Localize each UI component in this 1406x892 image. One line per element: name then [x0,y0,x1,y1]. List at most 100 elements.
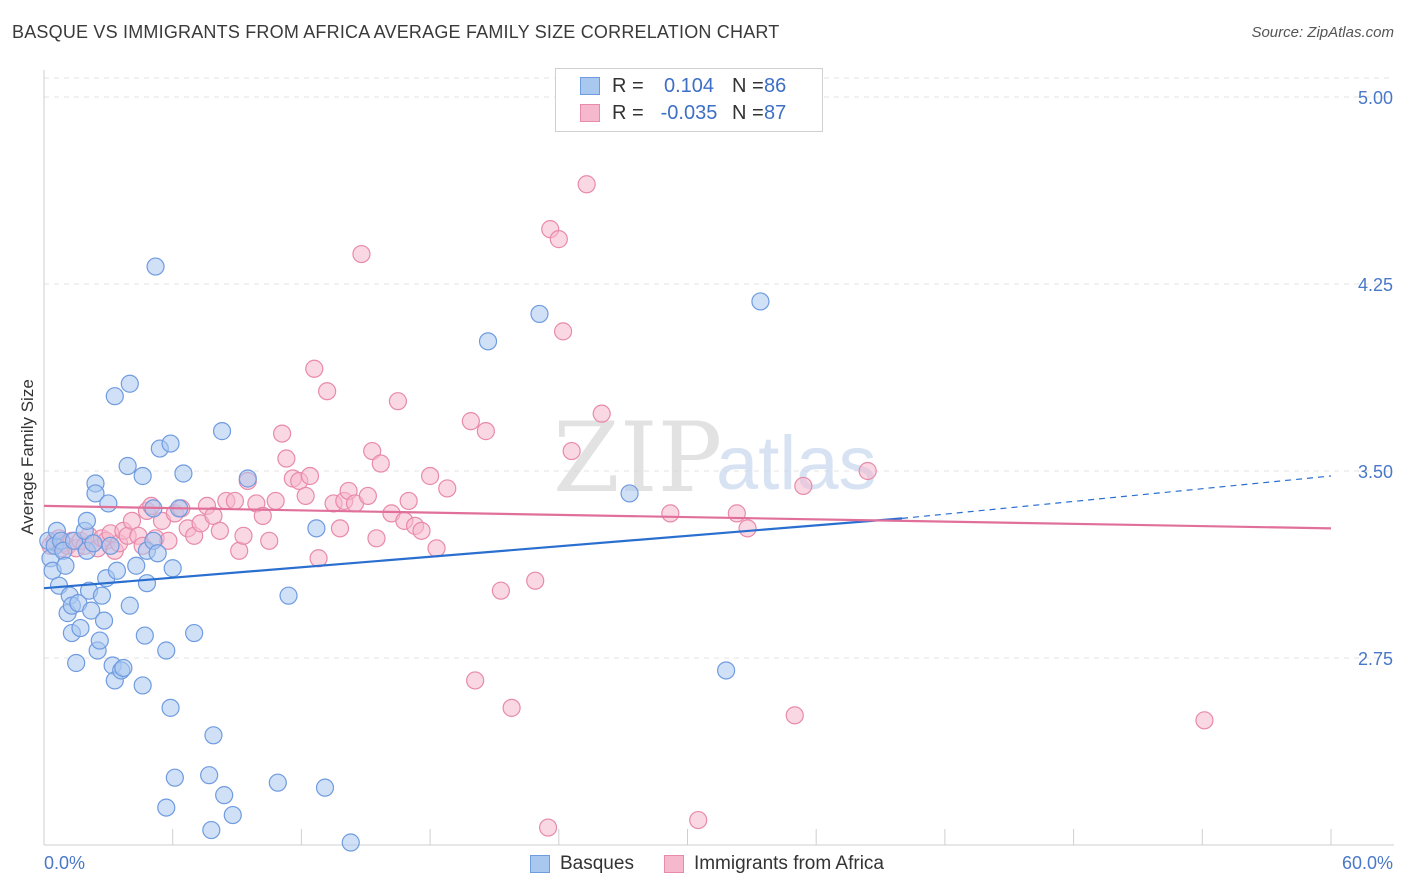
point-immigrants-from-africa [330,519,350,538]
legend-swatch-basques [530,855,550,873]
point-immigrants-from-africa [526,571,545,590]
point-immigrants-from-africa [358,486,377,506]
point-basques [82,601,101,620]
point-immigrants-from-africa [727,504,746,523]
point-immigrants-from-africa [421,466,440,486]
point-immigrants-from-africa [300,466,320,486]
legend-row-basques: R = 0.104 N = 86 [580,74,786,98]
point-immigrants-from-africa [371,454,390,473]
point-basques [161,698,180,717]
point-immigrants-from-africa [538,818,558,837]
point-basques [90,631,109,650]
point-basques [165,768,184,787]
point-basques [146,257,165,276]
point-basques [99,494,118,513]
trend-line-basques-extension [901,475,1332,519]
point-immigrants-from-africa [230,541,249,560]
r-label: R = [612,101,644,124]
point-immigrants-from-africa [661,504,680,523]
point-basques [101,536,120,555]
legend-swatch-africa [663,855,684,873]
point-basques [157,798,176,817]
point-basques [185,623,204,643]
point-basques [107,561,127,580]
legend-row-africa: R = -0.035 N = 87 [580,101,786,125]
point-basques [215,786,234,805]
correlation-legend: R = 0.104 N = 86 R = -0.035 N = 87 [555,68,823,132]
r-label: R = [612,74,644,97]
point-immigrants-from-africa [388,392,408,411]
point-basques [92,586,112,605]
series-basques [39,257,770,852]
point-immigrants-from-africa [204,506,223,525]
point-immigrants-from-africa [234,526,253,545]
trend-lines [43,475,1332,590]
point-immigrants-from-africa [399,491,418,511]
point-immigrants-from-africa [562,441,581,461]
point-basques [530,304,549,324]
point-immigrants-from-africa [367,529,386,548]
point-immigrants-from-africa [502,698,521,717]
point-basques [120,374,139,393]
point-basques [77,511,97,530]
point-basques [223,805,242,825]
n-label: N = [732,101,764,124]
point-basques [268,773,287,792]
point-basques [307,519,326,538]
point-immigrants-from-africa [438,479,457,498]
trend-line-basques [43,517,903,590]
point-immigrants-from-africa [549,230,568,249]
point-immigrants-from-africa [427,539,446,558]
point-basques [118,456,137,476]
point-basques [751,292,770,311]
point-basques [133,466,152,486]
point-immigrants-from-africa [592,404,611,423]
point-immigrants-from-africa [309,549,328,568]
point-basques [212,422,232,441]
y-tick-label: 4.25 [1358,275,1393,295]
point-immigrants-from-africa [412,521,431,540]
point-immigrants-from-africa [352,244,371,264]
point-basques [148,544,167,563]
point-immigrants-from-africa [785,706,804,725]
point-basques [71,618,90,638]
legend-item-africa[interactable]: Immigrants from Africa [663,853,884,875]
point-immigrants-from-africa [122,511,142,530]
point-basques [56,556,75,575]
legend-label-basques: Basques [560,853,634,874]
point-basques [133,676,152,695]
point-basques [279,586,298,605]
r-value-basques: 0.104 [663,74,715,97]
legend-swatch-pink [580,104,600,122]
legend-swatch-blue [580,77,600,95]
x-tick-label-max: 60.0% [1342,853,1393,873]
chart-title: BASQUE VS IMMIGRANTS FROM AFRICA AVERAGE… [12,22,780,42]
point-basques [127,556,146,575]
point-immigrants-from-africa [491,581,510,600]
point-immigrants-from-africa [305,359,324,378]
legend-item-basques[interactable]: Basques [530,853,634,875]
point-immigrants-from-africa [461,412,480,431]
point-basques [67,653,86,673]
point-basques [717,661,736,680]
source-label: Source: ZipAtlas.com [1251,24,1394,41]
point-immigrants-from-africa [476,422,495,441]
series-legend: Basques Immigrants from Africa [530,852,914,876]
point-basques [157,641,176,660]
point-basques [137,574,157,593]
point-basques [478,332,498,351]
point-basques [238,469,257,488]
watermark-atlas: atlas [716,421,877,506]
n-value-basques: 86 [764,74,787,97]
point-basques [120,596,139,615]
n-label: N = [732,74,764,97]
point-immigrants-from-africa [577,175,596,194]
point-immigrants-from-africa [225,491,245,511]
point-immigrants-from-africa [266,491,285,511]
point-immigrants-from-africa [363,441,382,461]
point-basques [105,387,124,406]
point-basques [315,778,335,797]
point-immigrants-from-africa [689,810,708,830]
y-tick-label: 3.50 [1358,462,1393,482]
